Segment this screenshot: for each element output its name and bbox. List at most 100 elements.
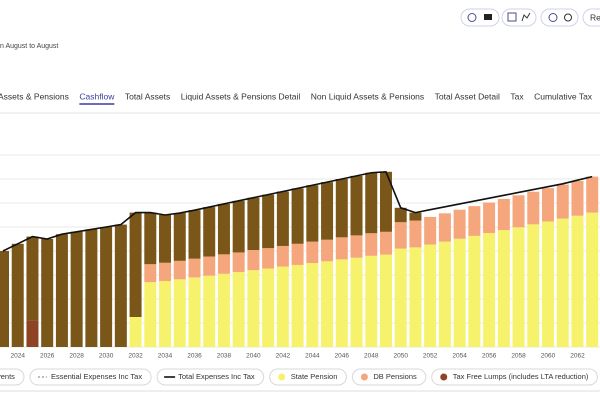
bar-segment bbox=[586, 176, 599, 213]
bar-segment bbox=[438, 213, 451, 242]
bar-segment bbox=[468, 206, 481, 236]
x-tick-label: 2034 bbox=[158, 353, 173, 360]
x-tick-label: 2058 bbox=[511, 353, 526, 360]
bar-segment bbox=[365, 172, 378, 234]
x-tick-label: 2054 bbox=[452, 353, 467, 360]
bar-segment bbox=[276, 266, 289, 347]
bar-segment bbox=[262, 194, 275, 249]
bar-segment bbox=[85, 229, 98, 347]
x-tick-label: 2028 bbox=[69, 353, 84, 360]
x-tick-label: 2036 bbox=[187, 353, 202, 360]
x-tick-label: 2060 bbox=[541, 353, 556, 360]
bar-segment bbox=[497, 230, 510, 347]
legend-label: DB Pensions bbox=[373, 372, 417, 381]
legend-item[interactable] bbox=[156, 368, 265, 386]
bar-segment bbox=[114, 224, 127, 347]
bar-segment bbox=[203, 275, 216, 347]
bar-segment bbox=[232, 200, 245, 253]
icon bbox=[484, 14, 492, 20]
tab[interactable]: Liquid Assets & Pensions Detail bbox=[181, 91, 301, 101]
bar-segment bbox=[262, 268, 275, 347]
x-tick-label: 2052 bbox=[423, 353, 438, 360]
subtitle: n August to August bbox=[0, 43, 58, 50]
button-label: Re bbox=[590, 12, 600, 22]
tab[interactable]: Assets & Pensions bbox=[0, 91, 69, 101]
legend-label: Total Expenses Inc Tax bbox=[178, 372, 255, 381]
bar-segment bbox=[365, 255, 378, 347]
legend-label: State Pension bbox=[291, 372, 338, 381]
bar-segment bbox=[41, 239, 54, 347]
x-tick-label: 2026 bbox=[40, 353, 55, 360]
bar-segment bbox=[26, 320, 39, 347]
legend-item[interactable] bbox=[351, 368, 427, 386]
bar-segment bbox=[173, 213, 186, 261]
bar-segment bbox=[379, 254, 392, 347]
bar-segment bbox=[100, 227, 113, 347]
legend-item[interactable] bbox=[29, 368, 152, 386]
bar-segment bbox=[291, 243, 304, 265]
bar-segment bbox=[350, 257, 363, 347]
bar-segment bbox=[453, 238, 466, 347]
bar-segment bbox=[232, 252, 245, 273]
bar-segment bbox=[483, 202, 496, 233]
x-tick-label: 2024 bbox=[10, 353, 25, 360]
bar-segment bbox=[571, 215, 584, 347]
bar-segment bbox=[335, 237, 348, 260]
tab[interactable]: Cashflow bbox=[79, 91, 115, 101]
bar-segment bbox=[409, 212, 422, 221]
bar-segment bbox=[512, 195, 525, 228]
bar-segment bbox=[306, 185, 319, 242]
tab[interactable]: Total Assets bbox=[125, 91, 170, 101]
icon bbox=[521, 12, 531, 22]
legend-item[interactable] bbox=[269, 368, 347, 386]
bar-segment bbox=[291, 264, 304, 347]
icon bbox=[467, 13, 477, 22]
bar-segment bbox=[453, 209, 466, 239]
bar-segment bbox=[0, 251, 9, 347]
button[interactable] bbox=[582, 8, 600, 27]
bar-segment bbox=[276, 191, 289, 246]
legend-item[interactable] bbox=[431, 368, 598, 386]
x-tick-label: 2030 bbox=[99, 353, 114, 360]
bar-segment bbox=[321, 182, 334, 240]
legend-icon bbox=[278, 373, 286, 381]
tab[interactable]: Total Asset Detail bbox=[435, 91, 500, 101]
bar-segment bbox=[321, 239, 334, 262]
bar-segment bbox=[527, 224, 540, 347]
bar-segment bbox=[350, 175, 363, 236]
bar-segment bbox=[262, 248, 275, 269]
legend-icon bbox=[360, 373, 368, 381]
x-tick-label: 2046 bbox=[335, 353, 350, 360]
tab[interactable]: Tax bbox=[510, 91, 524, 101]
bar-segment bbox=[144, 212, 157, 265]
bar-segment bbox=[276, 245, 289, 267]
bar-segment bbox=[188, 258, 201, 278]
bar-segment bbox=[335, 179, 348, 238]
tab[interactable]: Cumulative Tax bbox=[534, 91, 593, 101]
bar-segment bbox=[129, 317, 142, 347]
zoom-toggle[interactable] bbox=[540, 8, 579, 27]
legend-item[interactable] bbox=[0, 368, 25, 386]
bar-segment bbox=[556, 184, 569, 219]
view-toggle[interactable] bbox=[460, 8, 500, 27]
bar-segment bbox=[542, 188, 555, 222]
tab[interactable]: Non Liquid Assets & Pensions bbox=[311, 91, 424, 101]
chart-toggle[interactable] bbox=[501, 8, 537, 27]
bar-segment bbox=[586, 212, 599, 347]
bar-segment bbox=[379, 171, 392, 232]
bar-segment bbox=[173, 260, 186, 280]
icon bbox=[548, 13, 558, 22]
legend-label: Tax Free Lumps (includes LTA reduction) bbox=[453, 372, 589, 381]
x-tick-label: 2032 bbox=[128, 353, 143, 360]
bar-segment bbox=[291, 188, 304, 244]
bar-segment bbox=[306, 241, 319, 263]
bar-segment bbox=[483, 233, 496, 347]
line-series bbox=[2, 170, 593, 252]
bar-segment bbox=[247, 197, 260, 251]
bar-segment bbox=[468, 235, 481, 347]
legend-icon bbox=[440, 373, 448, 381]
bar-segment bbox=[144, 282, 157, 347]
bar-segment bbox=[527, 191, 540, 225]
bar-segment bbox=[409, 247, 422, 347]
